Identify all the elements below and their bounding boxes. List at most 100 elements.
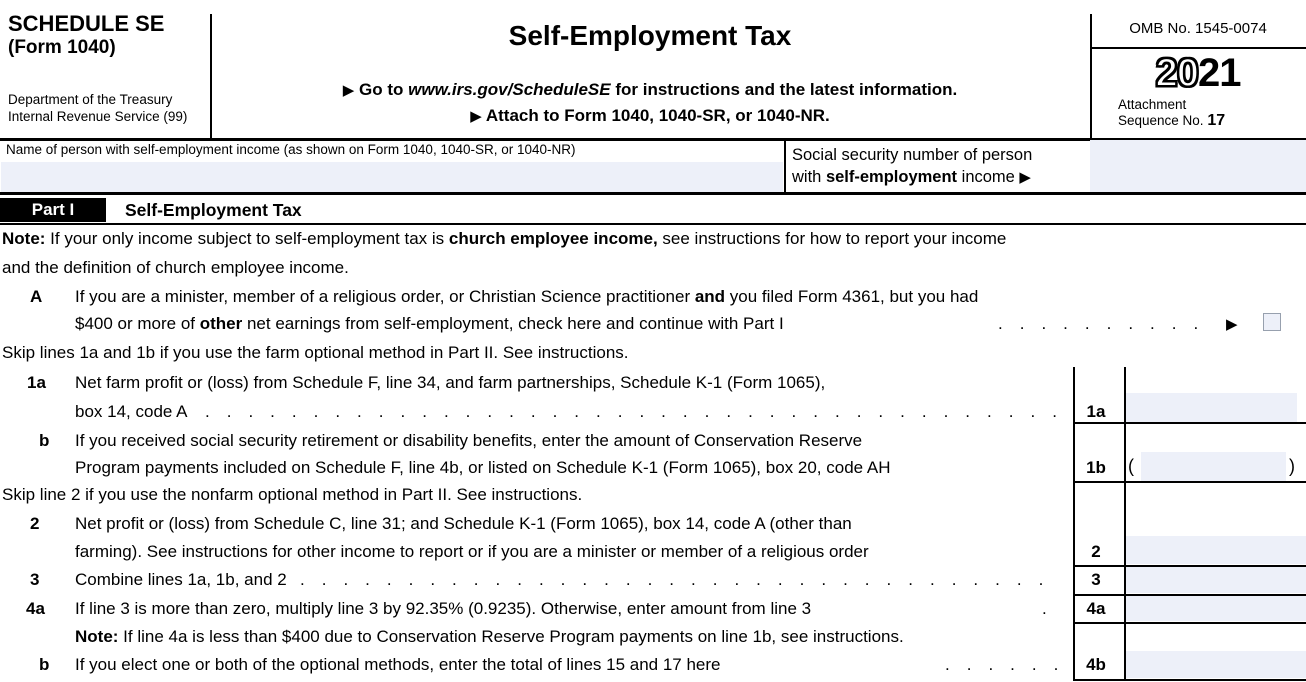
line-1b-label: b [39,431,50,450]
part1-rule [0,223,1306,225]
amount-field-1a[interactable] [1126,393,1297,422]
sequence-text: Sequence No. [1118,113,1208,128]
row-1b-bottom-rule [1073,481,1306,483]
note-line1: Note: If your only income subject to sel… [2,229,1006,249]
omb-number: OMB No. 1545-0074 [1129,20,1267,37]
note-text2: see instructions for how to report your … [657,229,1007,248]
tax-year: 2021 [1092,51,1304,95]
line-1a-text1: Net farm profit or (loss) from Schedule … [75,373,826,392]
header-bottom-rule [0,138,1306,141]
goto-instruction-line: ▶ Go to www.irs.gov/ScheduleSE for instr… [212,80,1088,101]
line-3-box-label: 3 [1091,570,1101,589]
line-1a-text2: box 14, code A [75,402,188,421]
line-4a-note-bold: Note: [75,627,119,646]
form-parent-label: (Form 1040) [8,37,116,58]
tax-year-solid: 21 [1198,51,1241,95]
attach-text: Attach to Form 1040, 1040-SR, or 1040-NR… [481,106,830,125]
line-a-seg1: If you are a minister, member of a relig… [75,287,695,306]
skip-line-2-note: Skip line 2 if you use the nonfarm optio… [2,485,583,504]
line-a-bold2: other [199,314,243,333]
line-1a-label: 1a [27,373,46,392]
line-3-dot-leader: ...................................... [300,570,1058,589]
row-4b-bottom-rule [1073,679,1306,681]
skip-lines-1a-1b-note: Skip lines 1a and 1b if you use the farm… [2,343,629,362]
line-1a-box-label: 1a [1086,402,1106,421]
row-1a-bottom-rule [1073,422,1306,424]
line-4a-trailing-dot: . [1042,599,1047,618]
line-1b-text2: Program payments included on Schedule F,… [75,458,891,477]
line-a-seg3: $400 or more of [75,314,200,333]
line-4a-box-label: 4a [1086,599,1106,618]
amount-field-3[interactable] [1126,567,1306,593]
line-a-text2: $400 or more of other net earnings from … [75,314,784,334]
part1-badge: Part I [0,198,106,222]
line-a-checkbox[interactable] [1263,313,1281,331]
line-4b-box-label: 4b [1086,655,1106,674]
line-4b-dot-leader: ....... [945,655,1060,674]
part1-title: Self-Employment Tax [125,200,302,220]
name-row-bottom-rule [0,192,1306,195]
line-a-arrow-icon: ▶ [1226,316,1238,333]
line-4a-label: 4a [26,599,45,618]
goto-text-pre: Go to [354,80,409,99]
answer-col-mid-rule [1124,367,1126,680]
amount-field-1b[interactable] [1141,452,1286,481]
goto-arrow-icon: ▶ [342,82,355,99]
row-3-bottom-rule [1073,594,1306,596]
line-3-label: 3 [30,570,40,589]
line-a-bold1: and [694,287,726,306]
line-4a-text1: If line 3 is more than zero, multiply li… [75,599,812,618]
line-4b-text1: If you elect one or both of the optional… [75,655,721,674]
ssn-label-line1: Social security number of person [792,146,1033,164]
line-2-box-label: 2 [1091,542,1101,561]
line-1b-paren-open: ( [1128,456,1134,476]
note-line2: and the definition of church employee in… [2,258,349,277]
line-4b-label: b [39,655,50,674]
header-divider-left [210,14,212,138]
department-line1: Department of the Treasury [8,92,173,107]
ssn-text-bold: self-employment [825,168,958,186]
schedule-label: SCHEDULE SE [8,11,165,36]
line-a-dot-leader: ........... [998,314,1216,333]
goto-text-post: for instructions and the latest informat… [610,80,958,99]
ssn-text-post: income [957,168,1020,186]
line-2-text2: farming). See instructions for other inc… [75,542,869,561]
amount-field-4a[interactable] [1126,596,1306,621]
ssn-arrow-icon: ▶ [1019,169,1031,186]
line-a-seg2: you filed Form 4361, but you had [725,287,979,306]
form-title: Self-Employment Tax [508,20,792,51]
answer-col-left-rule [1073,367,1075,680]
line-2-label: 2 [30,514,40,533]
row-2-bottom-rule [1073,565,1306,567]
attachment-label: Attachment [1118,97,1187,112]
name-input-field[interactable] [1,162,783,192]
amount-field-2[interactable] [1126,536,1306,564]
line-a-text1: If you are a minister, member of a relig… [75,287,978,307]
line-3-text1: Combine lines 1a, 1b, and 2 [75,570,287,589]
line-1b-paren-close: ) [1289,456,1295,476]
ssn-input-field[interactable] [1090,140,1306,192]
ssn-label-line2: with self-employment income ▶ [792,167,1031,188]
amount-field-4b[interactable] [1126,651,1306,678]
sequence-label: Sequence No. 17 [1118,113,1225,129]
goto-url: www.irs.gov/ScheduleSE [408,80,611,99]
line-a-seg4: net earnings from self-employment, check… [242,314,784,333]
line-1a-dot-leader: ........................................… [205,402,1060,421]
name-ssn-divider [784,140,786,192]
name-label: Name of person with self-employment inco… [6,142,576,157]
line-1b-box-label: 1b [1086,458,1106,477]
note-text1: If your only income subject to self-empl… [45,229,449,248]
tax-year-outline: 20 [1155,51,1200,95]
note-bold2: church employee income, [448,229,658,248]
header-divider-right [1090,14,1092,138]
row-4a-bottom-rule [1073,622,1306,624]
omb-divider [1090,47,1306,49]
attach-arrow-icon: ▶ [470,108,482,125]
department-line2: Internal Revenue Service (99) [8,109,188,124]
sequence-number: 17 [1207,112,1226,129]
line-4a-note-text: If line 4a is less than $400 due to Cons… [118,627,904,646]
line-1b-text1: If you received social security retireme… [75,431,863,450]
ssn-text-pre: with [792,168,826,186]
attach-instruction-line: ▶ Attach to Form 1040, 1040-SR, or 1040-… [212,106,1088,127]
